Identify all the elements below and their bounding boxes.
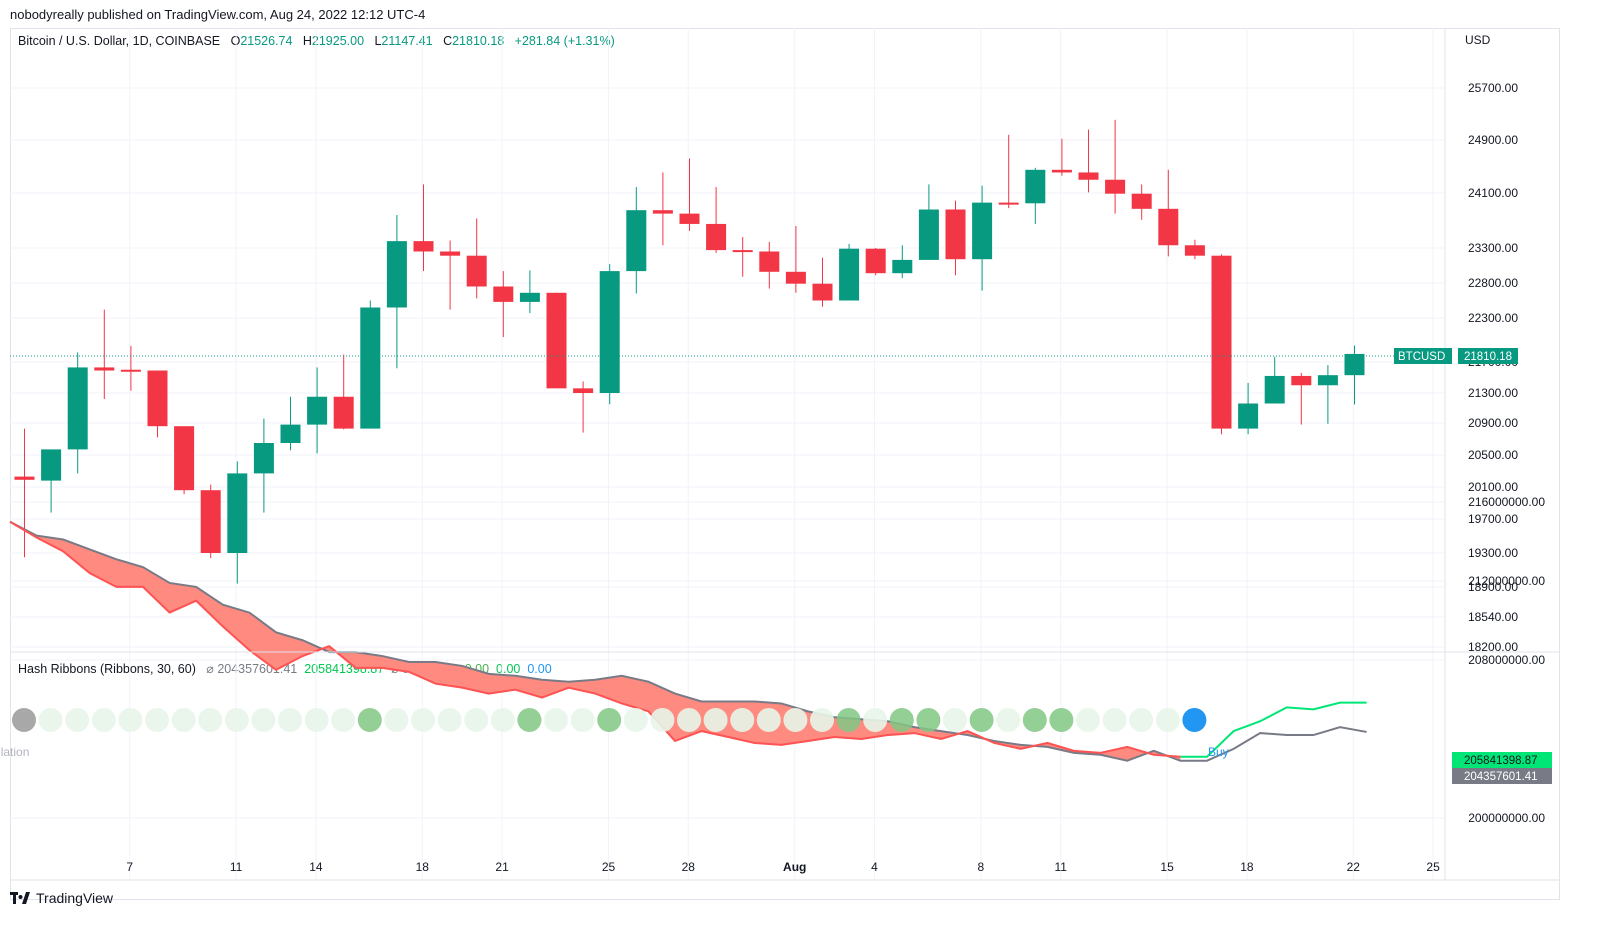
- publisher-header: nobodyreally published on TradingView.co…: [10, 7, 426, 22]
- low-label: L: [374, 34, 382, 48]
- footer-brand[interactable]: TradingView: [10, 890, 113, 906]
- low-value: 21147.41: [381, 34, 433, 48]
- chart-frame: [10, 28, 1560, 900]
- footer-brand-name: TradingView: [36, 890, 114, 906]
- indicator-value-6: 0.00: [496, 662, 521, 676]
- close-label: C: [443, 34, 453, 48]
- symbol-name[interactable]: Bitcoin / U.S. Dollar, 1D, COINBASE: [18, 34, 221, 48]
- indicator-slow-value: 204357601.41: [217, 662, 298, 676]
- eye-off-icon-2[interactable]: ⌀: [391, 662, 399, 676]
- indicator-legend: Hash Ribbons (Ribbons, 30, 60) ⌀ 2043576…: [18, 661, 552, 676]
- indicator-value-5: 0.00: [464, 662, 490, 676]
- indicator-name[interactable]: Hash Ribbons (Ribbons, 30, 60): [18, 662, 196, 676]
- close-value: 21810.18: [452, 34, 505, 48]
- change-value: +281.84 (+1.31%): [514, 34, 615, 48]
- open-value: 21526.74: [240, 34, 293, 48]
- open-label: O: [230, 34, 241, 48]
- eye-off-icon[interactable]: ⌀: [206, 662, 214, 676]
- indicator-fast-value: 205841398.87: [304, 662, 385, 676]
- indicator-value-4: 0.00: [433, 662, 458, 676]
- indicator-value-7: 0.00: [527, 662, 552, 676]
- indicator-value-3: 0.00: [402, 662, 427, 676]
- tradingview-logo-icon: [10, 892, 30, 904]
- high-label: H: [302, 34, 312, 48]
- high-value: 21925.00: [311, 34, 365, 48]
- currency-label: USD: [1465, 33, 1491, 47]
- symbol-legend: Bitcoin / U.S. Dollar, 1D, COINBASE O215…: [18, 34, 615, 48]
